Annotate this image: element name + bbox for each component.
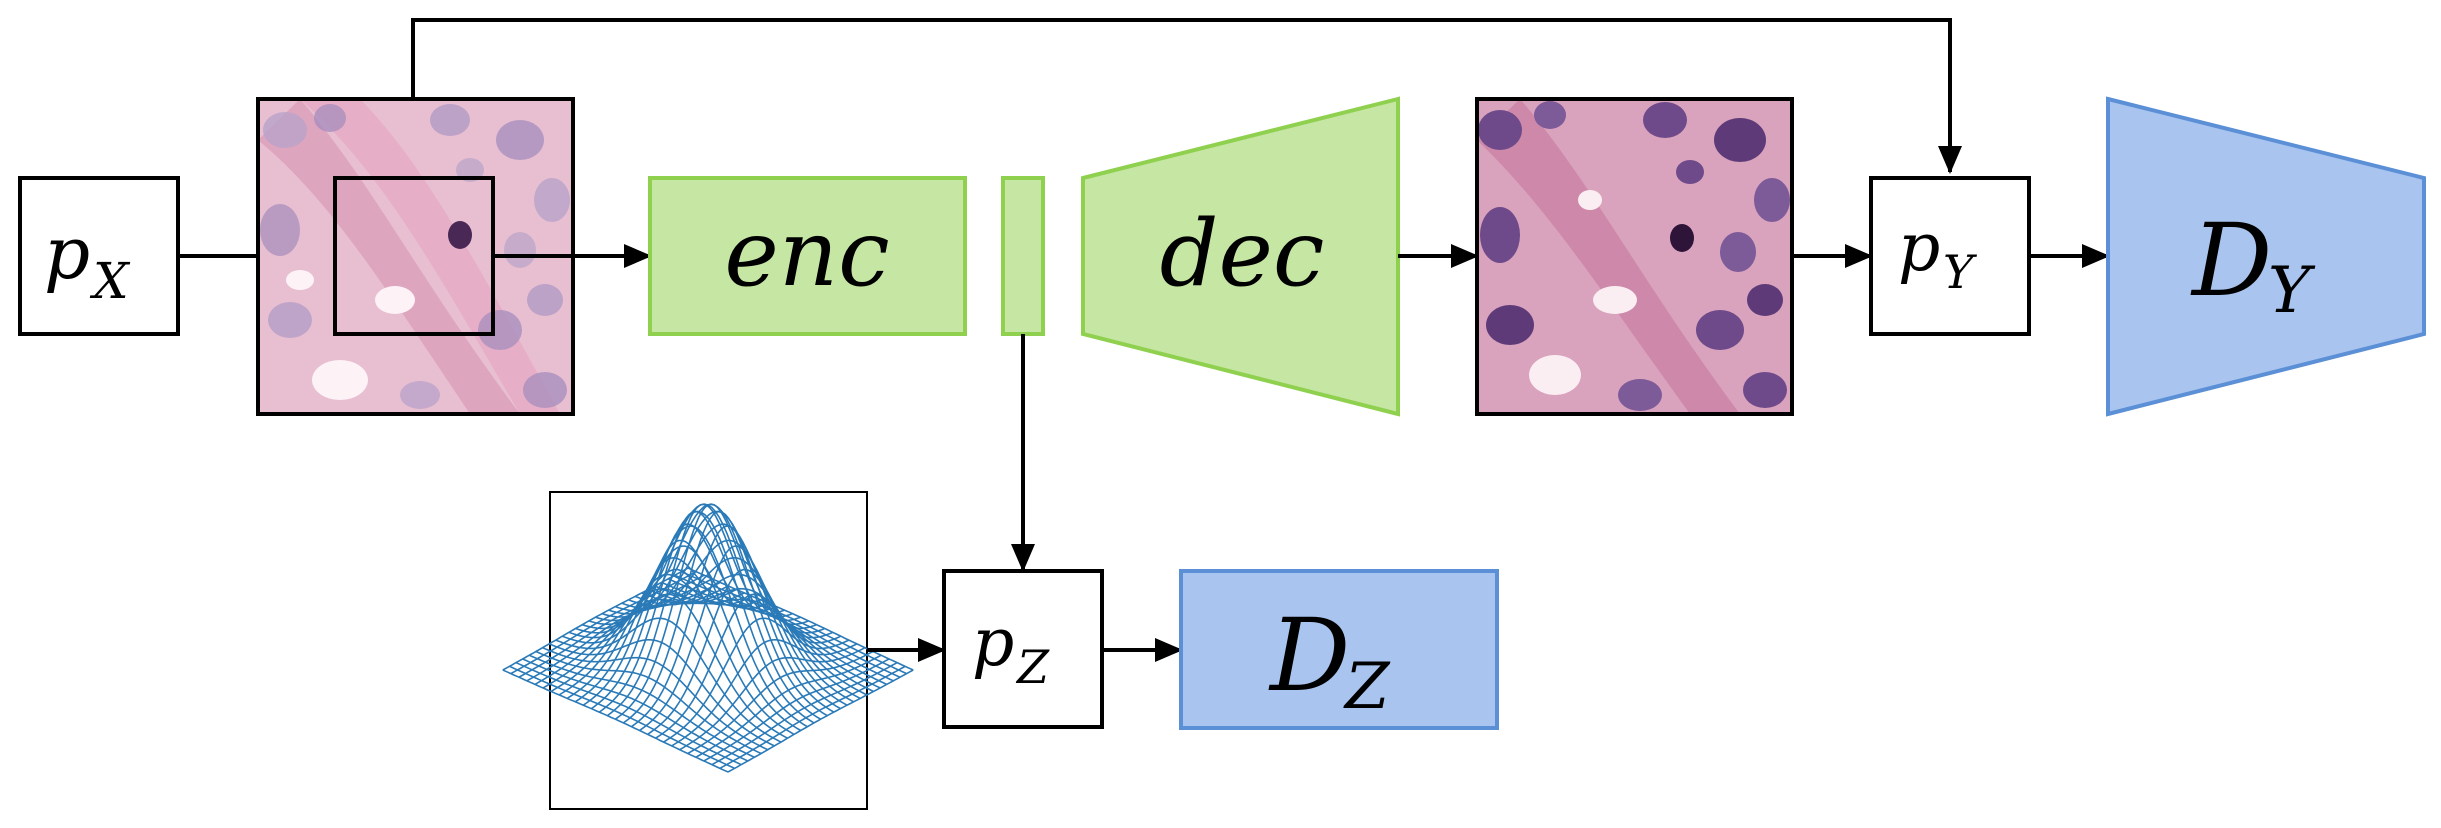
decoder-block: dec xyxy=(1081,96,1400,417)
dz-label: D xyxy=(1268,597,1350,714)
dy-subscript: Y xyxy=(2268,254,2316,328)
latent-code xyxy=(1001,176,1045,336)
dy-label: D xyxy=(2190,202,2272,319)
discriminator-z: D Z xyxy=(1179,569,1499,730)
mesh-line xyxy=(528,654,755,759)
mesh-line xyxy=(695,654,882,758)
encoder-block: enc xyxy=(648,176,967,336)
discriminator-y: D Y xyxy=(2106,96,2426,417)
pz-label: p xyxy=(972,604,1014,681)
mesh-line xyxy=(542,646,769,751)
mesh-line xyxy=(548,639,775,747)
mesh-line xyxy=(535,650,762,755)
mesh-line xyxy=(703,658,890,762)
mesh-line xyxy=(515,661,742,766)
mesh-line xyxy=(727,669,914,773)
py-subscript: Y xyxy=(1943,245,1978,299)
mesh-line xyxy=(655,593,842,739)
px-label: p xyxy=(44,211,90,295)
mesh-line xyxy=(711,661,898,766)
mesh-line xyxy=(679,646,866,751)
enc-label: enc xyxy=(724,200,889,307)
skip-connection-arrow xyxy=(411,18,1962,174)
mesh-line xyxy=(639,545,825,732)
py-label: p xyxy=(1898,209,1940,286)
pz-subscript: Z xyxy=(1015,640,1050,694)
px-subscript: X xyxy=(89,252,131,310)
mesh-line xyxy=(647,568,834,736)
dec-label: dec xyxy=(1160,200,1325,307)
pz-node: p Z xyxy=(942,569,1104,729)
mesh-line xyxy=(555,617,782,743)
mesh-line xyxy=(622,510,809,724)
mesh-line xyxy=(719,665,906,769)
mesh-line xyxy=(509,665,735,770)
mesh-line xyxy=(687,650,874,755)
mesh-line xyxy=(671,639,858,747)
prior-gaussian-plot xyxy=(502,491,914,810)
mesh-line xyxy=(502,669,729,773)
mesh-line xyxy=(581,525,808,728)
px-node: p X xyxy=(18,176,180,336)
output-tissue-image xyxy=(1477,99,1792,414)
py-node: p Y xyxy=(1869,176,2031,336)
mesh-line xyxy=(522,658,749,762)
mesh-line xyxy=(562,593,788,739)
mesh-line xyxy=(663,617,850,743)
dz-subscript: Z xyxy=(1343,650,1391,724)
mesh-line xyxy=(575,545,802,732)
mesh-line xyxy=(568,568,795,736)
